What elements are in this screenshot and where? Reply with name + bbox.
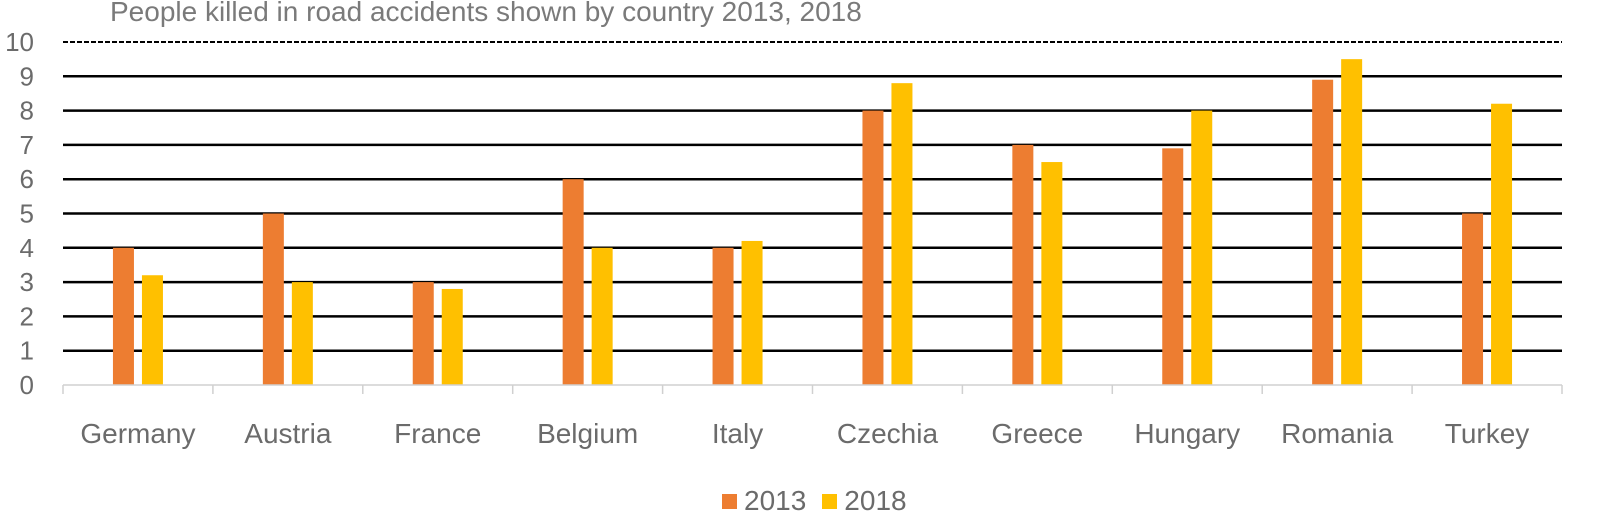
x-tick-label: Germany — [80, 418, 195, 449]
bar-turkey-2013 — [1462, 213, 1484, 385]
x-tick-label: Turkey — [1445, 418, 1530, 449]
y-tick-label: 7 — [20, 130, 34, 160]
bar-czechia-2013 — [862, 110, 884, 385]
y-tick-label: 8 — [20, 96, 34, 126]
bar-romania-2013 — [1312, 79, 1334, 385]
bar-france-2013 — [412, 282, 434, 385]
bar-czechia-2018 — [891, 83, 913, 385]
bar-greece-2013 — [1012, 144, 1034, 385]
x-axis: Germany Austria France Belgium Italy Czechia G… — [62, 384, 1563, 449]
bar-belgium-2018 — [591, 247, 613, 385]
legend-item-2018: 2018 — [822, 485, 907, 517]
bar-germany-2013 — [112, 247, 134, 385]
x-tick-label: Austria — [244, 418, 332, 449]
x-tick-label: Greece — [991, 418, 1083, 449]
bar-belgium-2013 — [562, 179, 584, 385]
bar-turkey-2018 — [1491, 103, 1513, 386]
bar-italy-2013 — [712, 247, 734, 385]
x-tick-label: Belgium — [537, 418, 638, 449]
bar-austria-2013 — [262, 213, 284, 385]
y-tick-label: 2 — [20, 301, 34, 331]
bar-italy-2018 — [741, 240, 763, 385]
x-tick-label: Czechia — [837, 418, 939, 449]
y-axis-ticks: 0 1 2 3 4 5 6 7 8 9 10 — [5, 27, 34, 400]
x-tick-label: Italy — [712, 418, 763, 449]
legend-label-2013: 2013 — [744, 485, 807, 516]
x-tick-label: France — [394, 418, 481, 449]
bar-france-2018 — [441, 288, 463, 385]
bar-austria-2018 — [291, 282, 313, 385]
x-tick-label: Romania — [1281, 418, 1393, 449]
y-tick-label: 0 — [20, 370, 34, 400]
y-tick-label: 10 — [5, 27, 34, 57]
bar-romania-2018 — [1341, 59, 1363, 386]
y-tick-label: 9 — [20, 61, 34, 91]
y-tick-label: 1 — [20, 336, 34, 366]
legend-item-2013: 2013 — [722, 485, 806, 517]
gridlines — [63, 41, 1562, 352]
legend-swatch-2013 — [722, 493, 737, 509]
chart-title: People killed in road accidents shown by… — [110, 0, 862, 27]
bar-germany-2018 — [141, 275, 163, 385]
bar-greece-2018 — [1041, 162, 1063, 385]
legend-label-2018: 2018 — [844, 485, 907, 516]
y-tick-label: 5 — [20, 199, 34, 229]
x-tick-label: Hungary — [1134, 418, 1240, 449]
y-tick-label: 4 — [20, 233, 34, 263]
legend-swatch-2018 — [822, 493, 838, 509]
y-tick-label: 3 — [20, 267, 34, 297]
bar-hungary-2018 — [1191, 110, 1213, 385]
bar-hungary-2013 — [1162, 148, 1184, 385]
y-tick-label: 6 — [20, 164, 34, 194]
bars — [112, 59, 1513, 386]
legend: 2013 2018 — [722, 484, 923, 518]
